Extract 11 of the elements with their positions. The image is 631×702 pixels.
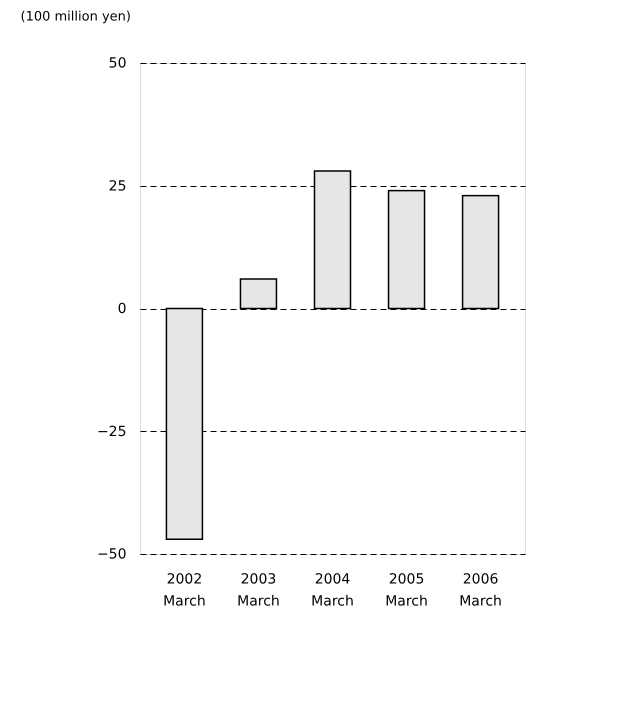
y-axis-title: (100 million yen) bbox=[20, 10, 131, 24]
x-tick-label: 2002 March bbox=[163, 572, 206, 610]
y-tick-label: 0 bbox=[118, 301, 126, 317]
x-tick-label: 2003 March bbox=[237, 572, 280, 610]
x-tick-label: 2006 March bbox=[459, 572, 502, 610]
y-tick-label: −50 bbox=[96, 546, 126, 562]
y-tick-label: 50 bbox=[108, 56, 126, 72]
x-tick-label: 2005 March bbox=[385, 572, 428, 610]
x-tick-label: 2004 March bbox=[311, 572, 354, 610]
y-tick-label: −25 bbox=[96, 424, 126, 440]
y-tick-label: 25 bbox=[108, 178, 126, 194]
